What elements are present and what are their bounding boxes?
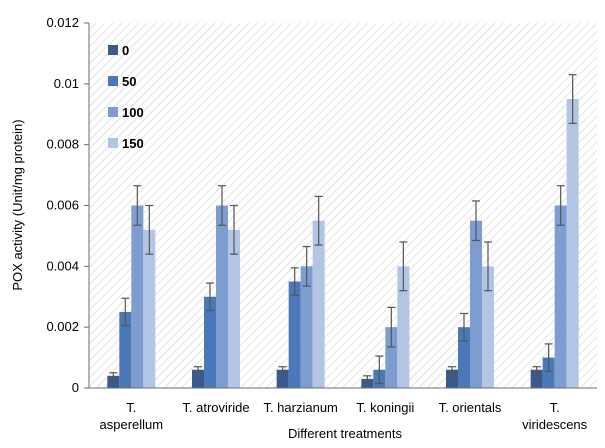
x-category-label: asperellum	[100, 417, 164, 432]
bar	[300, 266, 313, 388]
legend-swatch	[108, 45, 118, 55]
bar	[143, 229, 156, 388]
x-category-label: T. koningii	[356, 400, 414, 415]
legend-swatch	[108, 76, 118, 86]
bar	[204, 296, 216, 388]
x-category-label: T. harzianum	[263, 400, 337, 415]
y-axis-title: POX activity (Unit/mg protein)	[10, 119, 25, 290]
legend-label: 150	[122, 136, 144, 151]
y-tick-label: 0.012	[46, 15, 79, 30]
x-axis-title: Different treatments	[288, 426, 402, 441]
bar	[216, 205, 228, 388]
y-tick-label: 0.002	[46, 319, 79, 334]
bar	[446, 369, 458, 388]
x-category-label: viridescens	[522, 417, 588, 432]
bar	[228, 229, 240, 388]
y-ticks-layer: 0 0.002 0.004 0.006 0.008 0.01 0.012	[46, 15, 89, 395]
bar	[458, 327, 470, 388]
bar	[361, 378, 374, 388]
bar	[385, 327, 398, 388]
bar	[530, 369, 543, 388]
error-bars-layer	[109, 74, 577, 385]
y-tick-label: 0.004	[46, 258, 79, 273]
bar	[119, 311, 132, 388]
legend-label: 100	[122, 105, 144, 120]
y-tick-label: 0.01	[54, 76, 79, 91]
bar	[542, 357, 555, 388]
legend: 0 50 100 150	[108, 43, 144, 151]
y-tick-label: 0	[72, 380, 79, 395]
x-category-label: T.	[550, 400, 560, 415]
legend-swatch	[108, 138, 118, 148]
x-category-label: T. atroviride	[182, 400, 249, 415]
bars-layer	[107, 99, 579, 389]
bar	[192, 369, 204, 388]
bar	[566, 99, 579, 389]
legend-label: 50	[122, 74, 136, 89]
bar	[276, 369, 289, 388]
legend-swatch	[108, 107, 118, 117]
bar	[482, 266, 494, 388]
y-tick-label: 0.008	[46, 137, 79, 152]
bar	[554, 205, 567, 388]
plot-background	[89, 23, 597, 388]
bar	[470, 220, 482, 388]
bar	[288, 281, 301, 388]
y-tick-label: 0.006	[46, 198, 79, 213]
x-category-label: T.	[126, 400, 136, 415]
bar	[131, 205, 144, 388]
bar	[312, 220, 325, 388]
x-labels-layer: T. asperellum T. atroviride T. harzianum T. …	[100, 400, 588, 432]
x-category-label: T. orientals	[439, 400, 502, 415]
legend-label: 0	[122, 43, 129, 58]
bar	[397, 266, 410, 388]
